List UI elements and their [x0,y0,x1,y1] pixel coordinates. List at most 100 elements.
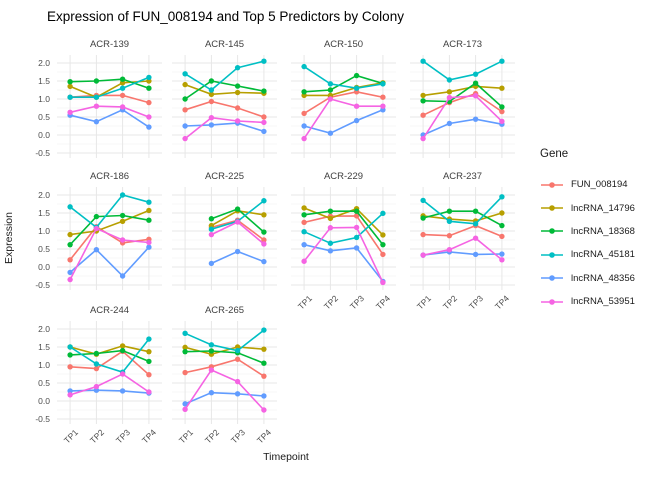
point-lncrna_48356 [301,123,307,129]
facet-panel [291,187,396,290]
point-lncrna_48356 [261,258,267,265]
facet-panel [410,187,515,290]
point-fun_008194 [301,110,307,117]
point-fun_008194 [499,108,505,115]
point-lncrna_18368 [67,352,73,358]
line-lncrna_48356 [303,109,384,135]
point-lncrna_53951 [119,237,126,243]
facet-strip-label: ACR-265 [204,305,245,316]
point-lncrna_53951 [327,225,334,231]
point-lncrna_18368 [146,358,152,365]
point-lncrna_48356 [327,130,334,136]
point-lncrna_53951 [182,135,188,142]
point-lncrna_53951 [234,219,241,225]
legend-item-label: lncRNA_18368 [571,225,635,237]
point-fun_008194 [234,105,241,111]
point-lncrna_18368 [301,89,307,95]
point-lncrna_53951 [208,367,215,373]
facet-strip-label: ACR-244 [89,305,130,316]
line-lncrna_18368 [69,214,150,246]
point-lncrna_45181 [261,58,267,64]
point-lncrna_48356 [208,390,215,396]
point-lncrna_45181 [261,198,267,204]
point-lncrna_45181 [446,218,453,224]
legend-item-fun_008194: FUN_008194 [540,173,670,196]
point-lncrna_18368 [93,78,100,84]
point-lncrna_48356 [146,244,152,250]
chart-title: Expression of FUN_008194 and Top 5 Predi… [47,9,404,24]
line-lncrna_45181 [303,65,384,90]
point-lncrna_45181 [261,327,267,333]
point-lncrna_53951 [446,94,453,101]
x-tick-label: TP3 [113,427,132,446]
point-lncrna_45181 [499,58,505,64]
point-fun_008194 [208,98,215,105]
line-lncrna_45181 [70,76,150,99]
line-lncrna_14796 [69,80,149,99]
point-lncrna_18368 [327,87,334,93]
legend-item-lncrna_18368: lncRNA_18368 [540,220,670,243]
point-lncrna_45181 [146,336,152,342]
point-lncrna_45181 [93,94,100,100]
y-tick-label: 1.0 [38,226,50,236]
point-lncrna_53951 [261,241,267,247]
point-lncrna_14796 [261,212,267,218]
x-tick-label: TP2 [87,427,106,446]
point-lncrna_18368 [146,85,152,91]
facet-panel [410,55,515,158]
point-fun_008194 [261,373,267,379]
point-lncrna_48356 [472,116,479,122]
legend-item-lncrna_53951: lncRNA_53951 [540,290,670,313]
line-fun_008194 [423,224,503,238]
point-fun_008194 [234,356,241,362]
line-lncrna_53951 [184,116,264,140]
x-tick-label: TP3 [466,293,485,312]
point-lncrna_18368 [301,212,307,218]
point-lncrna_45181 [93,361,100,367]
legend-item-label: lncRNA_14796 [571,202,635,214]
facet-panel [57,187,162,290]
point-lncrna_18368 [67,79,73,85]
point-lncrna_53951 [301,135,307,142]
point-fun_008194 [420,112,426,118]
line-lncrna_18368 [70,78,150,89]
point-lncrna_45181 [146,199,152,205]
point-lncrna_53951 [146,114,152,120]
point-lncrna_14796 [446,89,453,95]
point-lncrna_45181 [208,87,215,93]
point-lncrna_18368 [261,360,267,366]
point-lncrna_53951 [472,93,479,99]
line-lncrna_18368 [304,74,384,93]
point-lncrna_14796 [208,91,215,98]
point-lncrna_18368 [119,212,126,219]
facet-panel [172,55,277,158]
x-tick-label: TP2 [440,293,459,312]
point-lncrna_53951 [146,389,152,395]
point-lncrna_53951 [261,407,267,413]
line-lncrna_18368 [422,210,503,227]
point-lncrna_45181 [301,63,307,70]
point-lncrna_18368 [499,104,505,110]
point-lncrna_14796 [327,215,334,222]
point-lncrna_53951 [93,383,100,390]
line-lncrna_14796 [423,212,503,222]
point-lncrna_48356 [119,273,126,279]
legend-items: FUN_008194 lncRNA_14796 lncRNA_18368 lncRNA… [540,173,670,313]
point-lncrna_14796 [119,218,126,224]
line-lncrna_53951 [184,368,265,411]
point-lncrna_14796 [119,343,126,349]
line-fun_008194 [184,358,265,377]
point-lncrna_45181 [446,77,453,83]
legend-key-icon [541,205,563,211]
point-lncrna_53951 [261,119,267,126]
point-lncrna_45181 [67,344,73,350]
x-tick-label: TP4 [374,293,393,312]
line-lncrna_14796 [69,345,150,356]
point-lncrna_45181 [499,194,505,200]
point-fun_008194 [301,219,307,226]
point-fun_008194 [380,94,386,100]
legend-item-label: lncRNA_45181 [571,249,635,261]
point-lncrna_53951 [499,257,505,263]
point-lncrna_45181 [327,240,334,246]
point-lncrna_53951 [208,231,215,238]
